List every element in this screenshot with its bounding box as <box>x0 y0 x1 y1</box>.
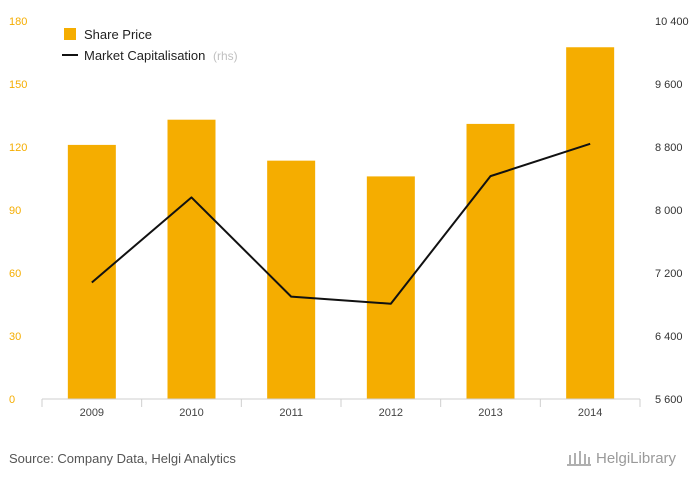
x-tick-label: 2010 <box>179 407 203 419</box>
helgi-library-logo: HelgiLibrary <box>566 449 676 467</box>
left-tick-label: 30 <box>9 331 21 343</box>
bar-series <box>67 47 615 400</box>
left-tick-label: 120 <box>9 142 27 154</box>
legend-label-market-cap: Market Capitalisation (rhs) <box>84 48 238 63</box>
x-tick-label: 2012 <box>379 407 403 419</box>
right-tick-label: 5 600 <box>655 394 683 406</box>
line-series <box>91 142 591 305</box>
right-tick-label: 8 800 <box>655 142 683 154</box>
bar-2012 <box>366 176 415 399</box>
legend-label-share-price: Share Price <box>84 27 152 42</box>
bar-2010 <box>167 119 216 399</box>
right-tick-label: 7 200 <box>655 268 683 280</box>
right-tick-label: 6 400 <box>655 331 683 343</box>
right-tick-label: 9 600 <box>655 79 683 91</box>
left-axis: 0 30 60 90 120 150 180 <box>9 16 27 406</box>
x-axis: 2009 2010 2011 2012 2013 2014 <box>41 399 641 419</box>
source-note: Source: Company Data, Helgi Analytics <box>9 451 236 466</box>
bar-2009 <box>67 144 116 399</box>
left-tick-label: 150 <box>9 79 27 91</box>
combo-chart: 0 30 60 90 120 150 180 5 600 6 400 7 200 8 000 8 8… <box>9 16 689 419</box>
market-cap-line <box>91 142 591 305</box>
library-building-icon <box>567 451 591 466</box>
logo-text: HelgiLibrary <box>596 449 677 467</box>
right-tick-label: 10 400 <box>655 16 689 28</box>
left-tick-label: 60 <box>9 268 21 280</box>
left-tick-label: 90 <box>9 205 21 217</box>
x-tick-label: 2013 <box>478 407 502 419</box>
legend-label-market-cap-name: Market Capitalisation <box>84 48 205 63</box>
legend: Share Price Market Capitalisation (rhs) <box>62 27 238 63</box>
legend-label-market-cap-suffix: (rhs) <box>213 49 238 63</box>
right-tick-label: 8 000 <box>655 205 683 217</box>
bar-2013 <box>466 123 515 400</box>
left-tick-label: 0 <box>9 394 15 406</box>
left-tick-label: 180 <box>9 16 27 28</box>
right-axis: 5 600 6 400 7 200 8 000 8 800 9 600 10 400 <box>655 16 689 406</box>
x-tick-label: 2014 <box>578 407 602 419</box>
legend-swatch-share-price <box>64 28 76 40</box>
x-tick-label: 2009 <box>80 407 104 419</box>
x-tick-label: 2011 <box>279 407 303 419</box>
bar-2014 <box>566 47 615 399</box>
